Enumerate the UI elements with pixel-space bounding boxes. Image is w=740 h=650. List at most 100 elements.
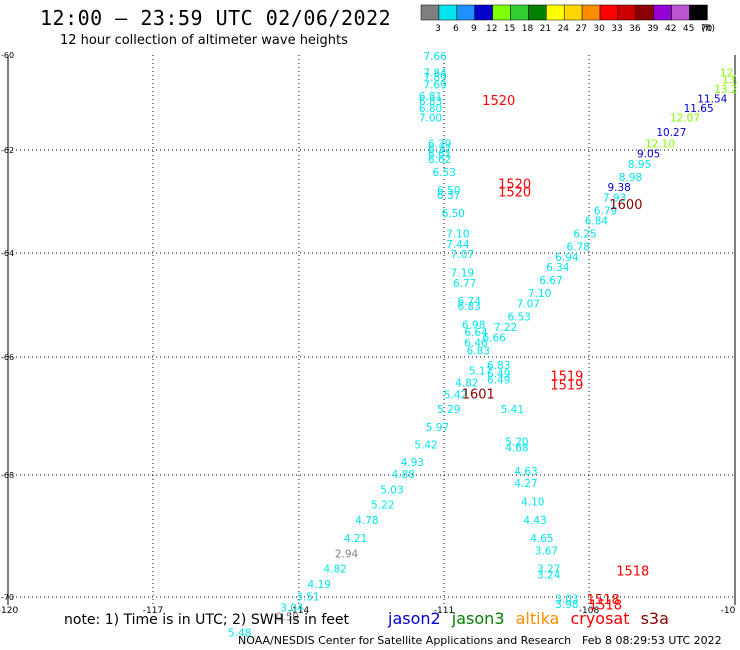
wave-height-label: 7.10 <box>446 229 469 241</box>
wave-height-label: 12.10 <box>645 139 675 151</box>
wave-height-label: 11.54 <box>697 94 727 106</box>
colorbar-swatch <box>581 4 601 21</box>
chart-subtitle: 12 hour collection of altimeter wave hei… <box>60 33 348 48</box>
pass-time-label: 1520 <box>498 185 531 200</box>
pass-time-label: 1520 <box>498 178 531 193</box>
x-tick-label: -120 <box>0 606 18 616</box>
wave-height-label: 5.22 <box>371 500 394 512</box>
wave-height-label: 7.69 <box>423 79 446 91</box>
wave-height-label: 7.22 <box>494 322 517 334</box>
wave-height-label: 6.53 <box>433 167 456 179</box>
wave-height-label: 8.98 <box>619 172 642 184</box>
wave-height-label: 9.38 <box>607 182 630 194</box>
wave-height-label: 2.94 <box>335 548 359 560</box>
wave-height-label: 6.39 <box>428 139 451 151</box>
data-points: 7.667.847.897.696.816.836.807.006.396.32… <box>228 51 739 640</box>
pass-time-label: 1518 <box>587 593 620 608</box>
wave-height-label: 7.00 <box>419 113 442 125</box>
wave-height-label: 6.49 <box>487 369 510 381</box>
colorbar-label: 27 <box>575 24 586 34</box>
wave-height-label: 4.27 <box>514 478 537 490</box>
wave-height-label: 6.77 <box>453 278 476 290</box>
wave-height-label: 6.78 <box>567 241 590 253</box>
wave-height-label: 6.83 <box>419 96 442 108</box>
y-tick-label: -64 <box>1 249 14 258</box>
pass-time-label: 1600 <box>609 198 642 213</box>
wave-height-label: 3.67 <box>535 545 558 557</box>
satellite-legend: jason2 jason3 altika cryosat s3a <box>388 609 675 628</box>
legend-cryosat: cryosat <box>570 609 630 628</box>
wave-height-label: 4.19 <box>308 579 331 591</box>
wave-height-label: 5.41 <box>501 404 524 416</box>
colorbar-label: 15 <box>504 24 515 34</box>
wave-height-label: 0.59 <box>276 611 299 623</box>
wave-height-label: 5.20 <box>505 437 528 449</box>
wave-height-label: 5.03 <box>380 484 403 496</box>
wave-height-label: 6.34 <box>546 262 570 274</box>
wave-height-label: 4.93 <box>401 457 424 469</box>
wave-height-label: 4.78 <box>355 515 378 527</box>
credit-line: NOAA/NESDIS Center for Satellite Applica… <box>238 634 572 647</box>
colorbar-label: 3 <box>435 24 441 34</box>
wave-height-label: 5.17 <box>469 366 492 378</box>
wave-height-label: 6.84 <box>585 216 609 228</box>
colorbar-swatch <box>563 4 583 21</box>
wave-height-label: 6.83 <box>457 301 480 313</box>
colorbar-label: 33 <box>611 24 622 34</box>
wave-height-label: 3.27 <box>537 564 560 576</box>
colorbar: 3 6 9 12 15 18 21 24 27 30 33 36 39 42 45 70(ft) <box>420 4 715 34</box>
wave-height-label: 6.83 <box>487 360 510 372</box>
colorbar-label: 39 <box>647 24 659 34</box>
generated-time: Feb 8 08:29:53 UTC 2022 <box>582 634 722 647</box>
x-tick-label: -114 <box>289 606 310 616</box>
wave-height-label: 4.65 <box>530 533 553 545</box>
wave-height-label: 6.25 <box>573 229 596 241</box>
colorbar-label: 18 <box>522 24 534 34</box>
colorbar-label: 12 <box>486 24 497 34</box>
chart-title: 12:00 — 23:59 UTC 02/06/2022 <box>40 6 392 30</box>
wave-height-label: 4.68 <box>505 442 528 454</box>
colorbar-label: 6 <box>453 24 459 34</box>
wave-height-label: 9.05 <box>637 149 660 161</box>
colorbar-swatch <box>653 4 672 21</box>
x-tick-label: -111 <box>434 606 454 616</box>
colorbar-label: 21 <box>540 24 551 34</box>
colorbar-swatch <box>635 4 654 21</box>
wave-height-label: 6.46 <box>464 338 488 350</box>
wave-height-label: 12.07 <box>670 113 700 125</box>
wave-height-label: 7.84 <box>423 67 447 79</box>
wave-height-label: 6.79 <box>594 205 617 217</box>
legend-s3a: s3a <box>640 609 669 628</box>
wave-height-label: 6.61 <box>428 149 451 161</box>
wave-height-label: 7.10 <box>528 288 551 300</box>
colorbar-swatch <box>438 4 458 21</box>
pass-time-label: 1518 <box>589 599 622 614</box>
wave-height-label: 6.50 <box>442 208 465 220</box>
wave-height-label: 4.63 <box>514 466 537 478</box>
wave-height-label: 6.32 <box>428 144 451 156</box>
footer-note: note: 1) Time is in UTC; 2) SWH is in fe… <box>64 612 350 628</box>
wave-height-label: 8.95 <box>628 159 651 171</box>
colorbar-label: 36 <box>629 24 641 34</box>
wave-height-label: 7.89 <box>423 72 446 84</box>
wave-height-label: 13. <box>722 75 739 87</box>
wave-height-label: 6.62 <box>428 154 451 166</box>
colorbar-label: 70 <box>701 24 713 34</box>
colorbar-swatch <box>617 4 637 21</box>
x-tick-label: -117 <box>143 606 163 616</box>
colorbar-swatch <box>474 4 493 21</box>
y-tick-label: -68 <box>1 471 14 480</box>
wave-height-label: 7.44 <box>446 239 470 251</box>
wave-height-label: 6.37 <box>437 190 460 202</box>
colorbar-label: 30 <box>593 24 605 34</box>
wave-height-label: 3.03 <box>555 593 578 605</box>
colorbar-swatch <box>528 4 547 21</box>
wave-height-label: 12. <box>720 67 737 79</box>
wave-height-label: 6.81 <box>419 91 442 103</box>
pass-time-label: 1519 <box>550 378 583 393</box>
y-tick-label: -60 <box>1 51 14 60</box>
y-tick-label: -70 <box>1 593 14 602</box>
wave-height-label: 6.49 <box>487 375 510 387</box>
colorbar-swatch <box>671 4 690 21</box>
wave-height-label: 5.42 <box>444 389 467 401</box>
